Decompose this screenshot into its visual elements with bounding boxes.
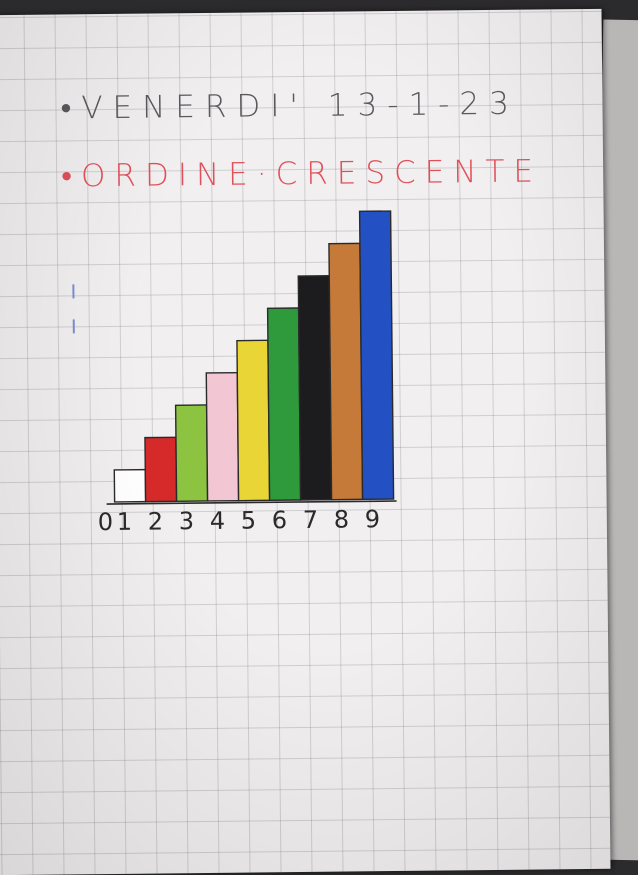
x-axis-line [106,500,397,505]
bar-5 [236,339,271,502]
bar-6 [266,307,302,502]
bar-2 [144,436,178,503]
bar-1 [113,468,147,503]
bar-7 [297,274,333,501]
bar-4 [205,371,240,502]
tick-label: 4 [210,507,226,535]
tick-label: 3 [179,507,195,535]
tick-label: 1 [117,508,133,536]
tick-label: 2 [148,507,164,535]
tick-label: 6 [272,506,288,534]
tick-label: 7 [303,506,319,534]
bar-8 [328,242,364,501]
tick-label: 5 [241,506,257,534]
tick-label: 8 [334,505,350,533]
bar-3 [174,404,209,503]
tick-label: 9 [365,505,381,533]
tick-label: 0 [98,508,114,536]
bar-9 [358,210,395,501]
